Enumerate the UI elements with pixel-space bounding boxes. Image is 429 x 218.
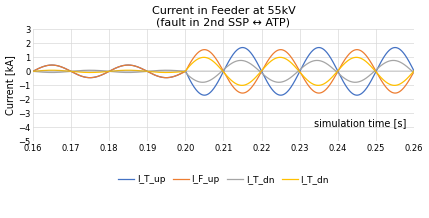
I_T_dn bbox=[278, 81, 284, 83]
I_T_up bbox=[315, 46, 320, 49]
Title: Current in Feeder at 55kV
(fault in 2nd SSP ↔ ATP): Current in Feeder at 55kV (fault in 2nd … bbox=[151, 5, 296, 27]
I_T_up bbox=[344, 86, 349, 89]
I_F_up bbox=[100, 73, 105, 76]
I_T_dn bbox=[100, 71, 105, 73]
I_T_dn bbox=[259, 72, 264, 75]
I_F_up bbox=[278, 48, 284, 51]
I_F_up bbox=[354, 48, 360, 51]
I_T_dn bbox=[354, 56, 359, 59]
I_F_up bbox=[176, 73, 181, 76]
Line: I_T_dn: I_T_dn bbox=[33, 57, 414, 85]
I_T_up bbox=[100, 73, 105, 76]
I_T_dn bbox=[278, 56, 284, 59]
I_T_dn bbox=[344, 60, 349, 63]
I_T_dn bbox=[176, 71, 181, 73]
I_T_dn bbox=[412, 69, 417, 72]
I_T_dn bbox=[239, 84, 245, 87]
I_T_up bbox=[259, 70, 264, 73]
Y-axis label: Current [kA]: Current [kA] bbox=[6, 55, 15, 115]
I_T_dn bbox=[259, 69, 264, 72]
I_F_up bbox=[315, 92, 320, 94]
I_T_dn bbox=[30, 70, 35, 73]
I_T_dn bbox=[30, 70, 35, 73]
Line: I_T_dn: I_T_dn bbox=[33, 60, 414, 82]
I_F_up bbox=[240, 92, 245, 94]
Line: I_F_up: I_F_up bbox=[33, 50, 414, 93]
I_T_dn bbox=[176, 70, 181, 72]
I_F_up bbox=[412, 69, 417, 72]
Legend: I_T_up, I_F_up, I_T_dn, I_T_dn: I_T_up, I_F_up, I_T_dn, I_T_dn bbox=[114, 171, 333, 187]
I_T_up bbox=[278, 94, 284, 97]
I_T_up bbox=[30, 70, 35, 73]
I_F_up bbox=[344, 56, 349, 58]
I_T_dn bbox=[238, 59, 243, 62]
Text: simulation time [s]: simulation time [s] bbox=[314, 118, 407, 128]
I_T_up bbox=[176, 73, 181, 76]
I_T_dn bbox=[412, 72, 417, 75]
I_T_dn bbox=[100, 70, 105, 72]
I_T_dn bbox=[315, 59, 320, 62]
I_T_dn bbox=[353, 81, 358, 83]
I_T_dn bbox=[344, 78, 349, 81]
I_F_up bbox=[30, 70, 35, 73]
I_T_up bbox=[412, 71, 417, 73]
Line: I_T_up: I_T_up bbox=[33, 48, 414, 95]
I_F_up bbox=[259, 70, 264, 72]
I_T_up bbox=[240, 46, 245, 49]
I_T_up bbox=[354, 94, 360, 97]
I_T_dn bbox=[315, 84, 320, 87]
